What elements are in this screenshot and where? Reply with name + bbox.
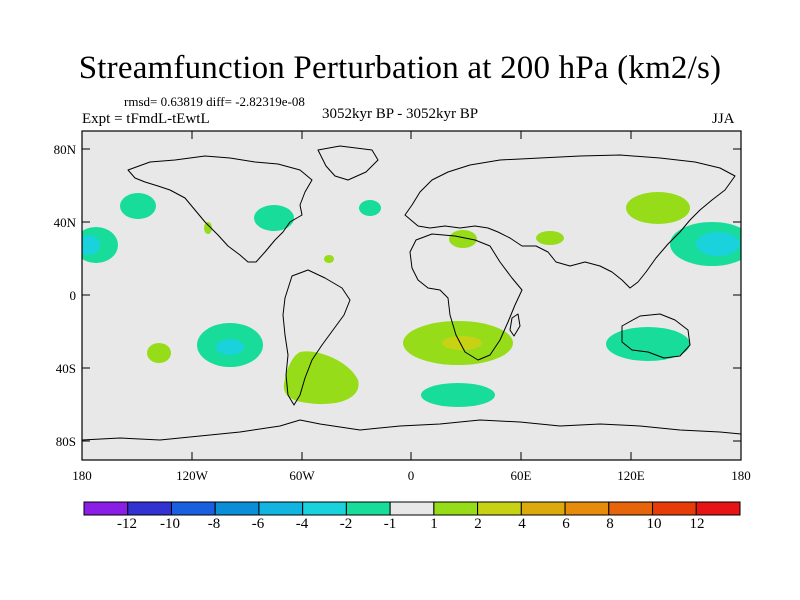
lon-label-120w: 120W (176, 468, 209, 483)
period-label: 3052kyr BP - 3052kyr BP (322, 106, 479, 122)
coast-madagascar (509, 313, 521, 337)
colorbar-box (258, 501, 304, 516)
colorbar-label: -8 (207, 516, 221, 532)
colorbar-box (345, 501, 391, 516)
anomaly-negative-spacific-core (216, 339, 244, 355)
anomaly-positive-atlantic-small (324, 255, 334, 263)
colorbar-box (389, 501, 435, 516)
anomaly-negative-npacific-east-core (82, 235, 100, 255)
anomaly-negative-npacific-west (120, 193, 156, 219)
anomaly-positive-southamerica (283, 351, 359, 405)
lon-label-0: 0 (408, 468, 415, 483)
anomaly-positive-eastasia (626, 192, 690, 224)
colorbar-label: 4 (518, 516, 526, 532)
colorbar-box (695, 501, 741, 516)
anomaly-positive-mideast (536, 231, 564, 245)
colorbar-label: 6 (562, 516, 570, 532)
lat-label-80n: 80N (54, 142, 77, 157)
lon-ticks (191, 131, 632, 460)
anomaly-negative-australia (606, 327, 690, 361)
colorbar-box (170, 501, 216, 516)
coast-antarctica (82, 419, 741, 441)
map-title: Streamfunction Perturbation at 200 hPa (… (78, 50, 722, 86)
colorbar-box (477, 501, 522, 516)
lon-label-180w: 180 (72, 468, 92, 483)
lon-label-60e: 60E (511, 468, 532, 483)
colorbar-box (433, 501, 479, 516)
coast-africa (409, 233, 523, 361)
colorbar-box (652, 501, 697, 516)
anomaly-positive-mediterranean (449, 230, 477, 248)
lon-label-180e: 180 (731, 468, 751, 483)
lon-label-120e: 120E (617, 468, 645, 483)
colorbar-box (608, 501, 654, 516)
lat-label-80s: 80S (56, 434, 76, 449)
coast-greenland (317, 145, 379, 181)
map-background (82, 131, 741, 460)
coast-eurasia (404, 154, 736, 289)
anomaly-positive-southafrica-core (442, 336, 482, 350)
experiment-label: Expt = tFmdL-tEwtL (82, 111, 210, 127)
colorbar-label: -10 (160, 516, 180, 532)
colorbar-label: 10 (646, 516, 662, 532)
anomaly-negative-northamerica-east (254, 205, 294, 231)
colorbar-box (127, 501, 172, 516)
anomaly-positive-spacific-small (147, 343, 171, 363)
colorbar-label: 12 (689, 516, 705, 532)
coast-north-america (127, 155, 313, 263)
anomaly-negative-westpacific-core (696, 232, 740, 256)
colorbar-box (214, 501, 260, 516)
colorbar-label: 1 (430, 516, 438, 532)
lat-label-40s: 40S (56, 361, 76, 376)
coast-south-america (282, 269, 351, 406)
lon-label-60w: 60W (289, 468, 315, 483)
coast-australia (621, 313, 691, 359)
colorbar-label: 8 (606, 516, 614, 532)
season-label: JJA (712, 111, 735, 127)
anomaly-negative-natlantic (359, 200, 381, 216)
colorbar-label: -6 (251, 516, 265, 532)
colorbar-box (564, 501, 610, 516)
anomaly-positive-pacific-small (204, 222, 212, 234)
lat-label-0: 0 (70, 288, 77, 303)
anomaly-negative-southern-ocean (421, 383, 495, 407)
coastlines (82, 145, 741, 441)
colorbar-label: -4 (295, 516, 309, 532)
colorbar-box (302, 501, 347, 516)
lat-ticks (82, 148, 741, 442)
anomaly-shading (82, 192, 741, 407)
colorbar (83, 501, 741, 516)
colorbar-label: -12 (117, 516, 137, 532)
colorbar-label: -2 (339, 516, 353, 532)
colorbar-label: -1 (383, 516, 397, 532)
colorbar-box (83, 501, 129, 516)
stats-text: rmsd= 0.63819 diff= -2.82319e-08 (124, 94, 305, 109)
colorbar-box (520, 501, 566, 516)
colorbar-label: 2 (474, 516, 482, 532)
lat-label-40n: 40N (54, 215, 77, 230)
